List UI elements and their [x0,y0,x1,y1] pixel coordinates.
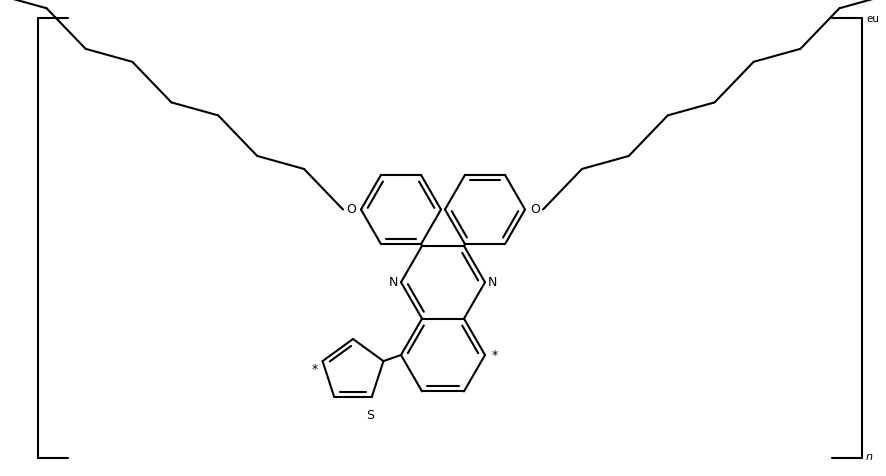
Text: O: O [530,203,540,216]
Text: *: * [311,363,317,376]
Text: N: N [487,276,497,289]
Text: *: * [492,348,498,361]
Text: eu: eu [865,14,878,24]
Text: n: n [865,452,872,462]
Text: O: O [346,203,355,216]
Text: N: N [388,276,398,289]
Text: S: S [365,409,373,422]
